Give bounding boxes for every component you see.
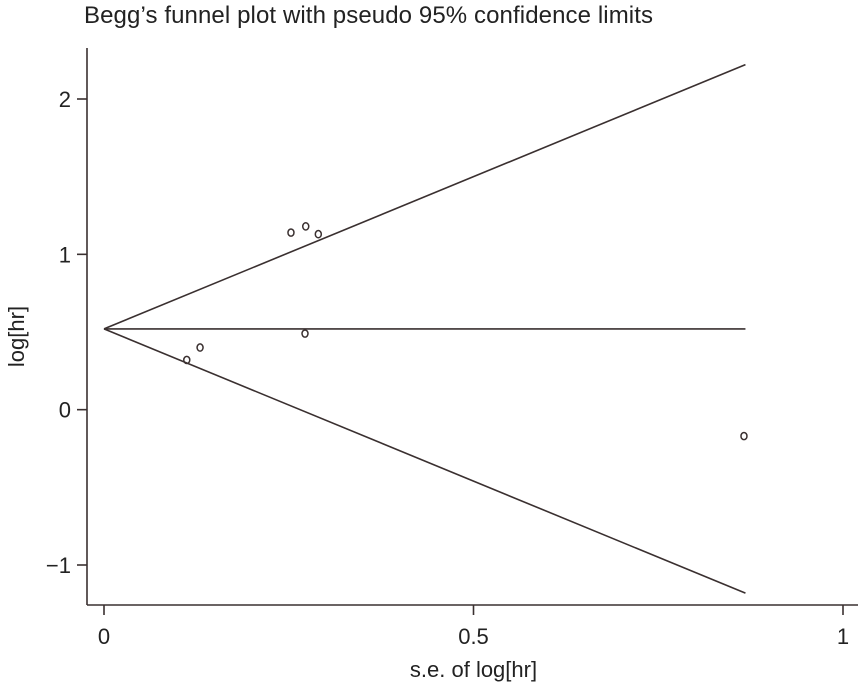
- y-tick-label: −1: [46, 553, 71, 578]
- x-axis-label: s.e. of log[hr]: [410, 657, 537, 682]
- y-axis-label: log[hr]: [4, 306, 29, 367]
- tick-labels: 2 1 0 −1 0 0.5 1: [46, 87, 849, 649]
- upper-confidence-limit: [103, 63, 746, 330]
- x-tick-label: 1: [837, 624, 849, 649]
- data-point: [196, 343, 204, 352]
- funnel-lines: [103, 63, 746, 594]
- chart-title: Begg’s funnel plot with pseudo 95% confi…: [84, 2, 654, 29]
- axes: [86, 48, 858, 606]
- x-tick-label: 0: [98, 624, 110, 649]
- y-tick-label: 0: [59, 398, 71, 423]
- data-point: [183, 355, 191, 365]
- data-point: [314, 229, 323, 239]
- data-point: [740, 431, 748, 441]
- data-point: [301, 329, 309, 338]
- data-points: [183, 222, 748, 441]
- y-tick-label: 1: [59, 242, 71, 267]
- y-tick-label: 2: [59, 87, 71, 112]
- data-point: [301, 222, 310, 231]
- x-tick-label: 0.5: [458, 624, 489, 649]
- data-point: [287, 228, 295, 237]
- lower-confidence-limit: [103, 328, 746, 594]
